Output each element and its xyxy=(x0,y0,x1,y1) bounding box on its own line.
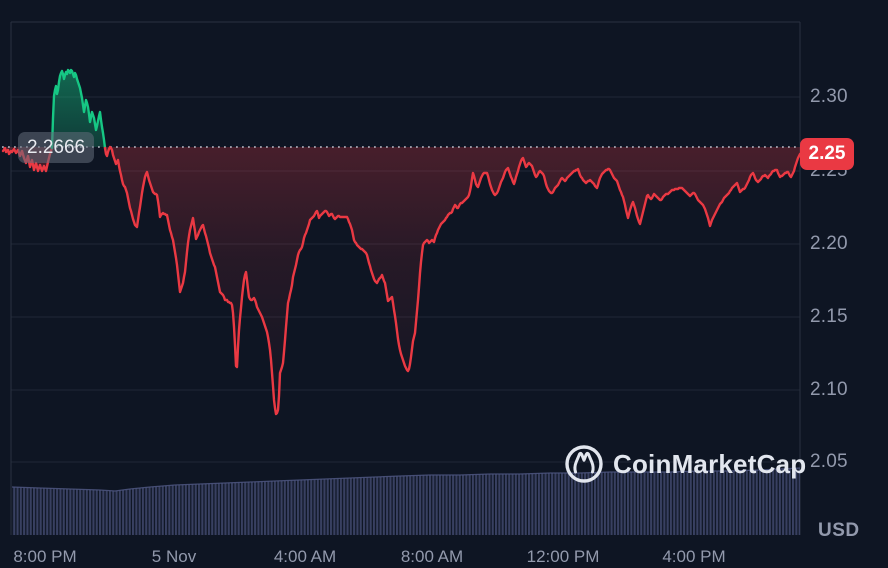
y-axis-tick-label: 2.30 xyxy=(810,86,848,107)
x-axis-tick-label: 8:00 AM xyxy=(400,547,464,566)
coinmarketcap-logo-icon xyxy=(565,445,603,483)
coinmarketcap-watermark: CoinMarketCap xyxy=(563,443,806,485)
y-axis-tick-label: 2.05 xyxy=(810,451,848,472)
y-axis-tick-label: 2.15 xyxy=(810,306,848,327)
loss-area-fill xyxy=(105,147,800,414)
x-axis-tick-label: 8:00 PM xyxy=(13,547,77,566)
price-line-red xyxy=(103,145,802,416)
x-axis-tick-label: 5 Nov xyxy=(151,547,197,566)
current-price-badge: 2.25 xyxy=(800,138,854,170)
watermark-text: CoinMarketCap xyxy=(613,449,807,479)
y-axis-tick-label: 2.10 xyxy=(810,379,848,400)
price-line-red-start xyxy=(1,146,54,173)
reference-price-label: 2.2666 xyxy=(18,132,95,163)
x-axis-tick-label: 12:00 PM xyxy=(526,547,600,566)
volume-bars xyxy=(12,468,800,535)
price-line-green xyxy=(50,68,107,150)
gain-area-fill xyxy=(52,70,105,148)
currency-unit-label: USD xyxy=(818,520,860,541)
y-axis-tick-label: 2.20 xyxy=(810,233,848,254)
volume-top-edge xyxy=(11,467,801,492)
x-axis-tick-label: 4:00 PM xyxy=(662,547,726,566)
x-axis-tick-label: 4:00 AM xyxy=(273,547,337,566)
